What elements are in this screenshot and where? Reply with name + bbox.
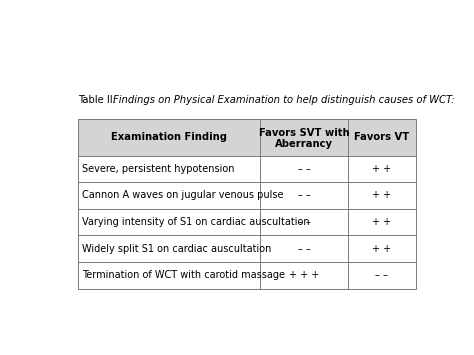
Text: – –: – – [298,217,310,227]
Text: Widely split S1 on cardiac auscultation: Widely split S1 on cardiac auscultation [82,244,272,254]
Text: Examination Finding: Examination Finding [111,132,227,142]
Text: + +: + + [372,164,392,174]
Text: + +: + + [372,217,392,227]
Bar [78,155,416,182]
Bar [78,235,416,262]
Text: – –: – – [375,270,388,280]
Bar [78,182,416,209]
Bar [78,209,416,235]
Text: Findings on Physical Examination to help distinguish causes of WCT:: Findings on Physical Examination to help… [112,95,454,105]
Text: Cannon A waves on jugular venous pulse: Cannon A waves on jugular venous pulse [82,191,283,201]
Text: Aberrancy: Aberrancy [275,139,333,149]
Text: – –: – – [298,244,310,254]
Text: + +: + + [372,191,392,201]
Text: Favors SVT with: Favors SVT with [259,127,349,138]
Text: + +: + + [372,244,392,254]
Text: Table II:: Table II: [78,95,118,105]
Text: Varying intensity of S1 on cardiac auscultation: Varying intensity of S1 on cardiac auscu… [82,217,310,227]
Text: Favors VT: Favors VT [354,132,410,142]
Bar [78,262,416,289]
Text: – –: – – [298,164,310,174]
Text: Severe, persistent hypotension: Severe, persistent hypotension [82,164,235,174]
Text: + + +: + + + [289,270,319,280]
Text: – –: – – [298,191,310,201]
Text: Termination of WCT with carotid massage: Termination of WCT with carotid massage [82,270,285,280]
